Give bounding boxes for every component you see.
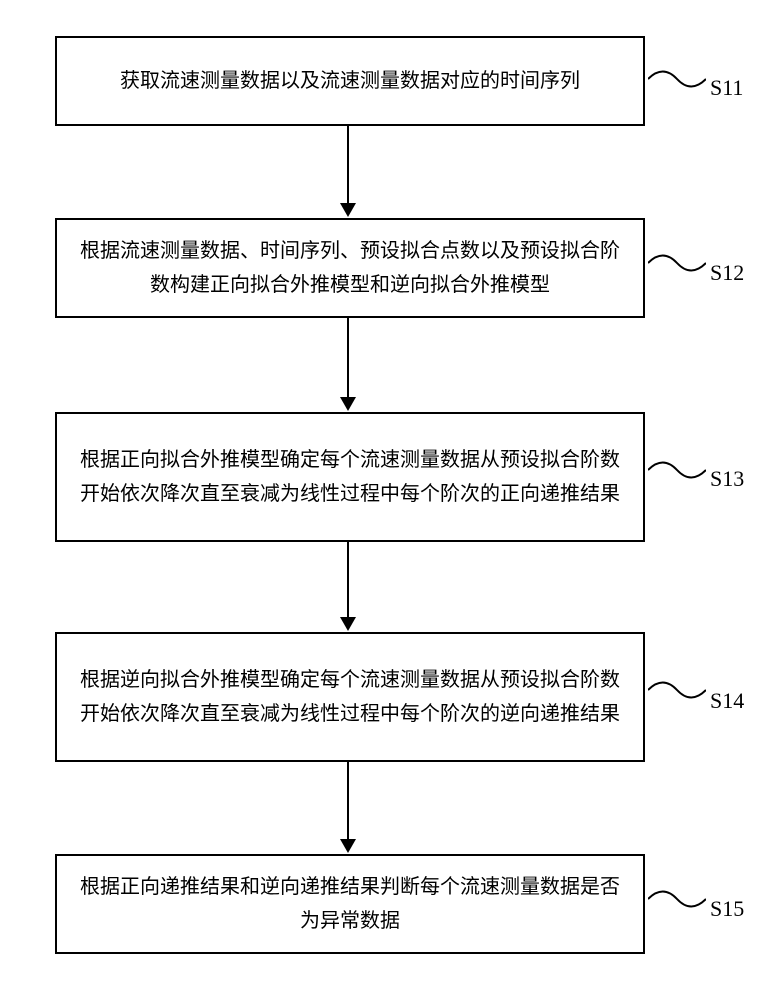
- flowchart-container: 获取流速测量数据以及流速测量数据对应的时间序列 S11 根据流速测量数据、时间序…: [0, 0, 776, 1000]
- step-text: 根据正向递推结果和逆向递推结果判断每个流速测量数据是否为异常数据: [77, 870, 623, 938]
- flowchart-step-s12: 根据流速测量数据、时间序列、预设拟合点数以及预设拟合阶数构建正向拟合外推模型和逆…: [55, 218, 645, 318]
- step-label-s14: S14: [710, 688, 744, 714]
- step-text: 根据逆向拟合外推模型确定每个流速测量数据从预设拟合阶数开始依次降次直至衰减为线性…: [77, 663, 623, 731]
- flowchart-step-s14: 根据逆向拟合外推模型确定每个流速测量数据从预设拟合阶数开始依次降次直至衰减为线性…: [55, 632, 645, 762]
- flowchart-arrow: [340, 762, 356, 853]
- connector-curve: [648, 675, 706, 705]
- flowchart-arrow: [340, 126, 356, 217]
- connector-curve: [648, 64, 706, 94]
- step-label-s12: S12: [710, 260, 744, 286]
- flowchart-arrow: [340, 542, 356, 631]
- flowchart-step-s13: 根据正向拟合外推模型确定每个流速测量数据从预设拟合阶数开始依次降次直至衰减为线性…: [55, 412, 645, 542]
- connector-curve: [648, 884, 706, 914]
- step-label-s13: S13: [710, 466, 744, 492]
- flowchart-step-s11: 获取流速测量数据以及流速测量数据对应的时间序列: [55, 36, 645, 126]
- step-text: 根据流速测量数据、时间序列、预设拟合点数以及预设拟合阶数构建正向拟合外推模型和逆…: [77, 234, 623, 302]
- step-text: 获取流速测量数据以及流速测量数据对应的时间序列: [120, 64, 580, 98]
- connector-curve: [648, 455, 706, 485]
- step-text: 根据正向拟合外推模型确定每个流速测量数据从预设拟合阶数开始依次降次直至衰减为线性…: [77, 443, 623, 511]
- flowchart-step-s15: 根据正向递推结果和逆向递推结果判断每个流速测量数据是否为异常数据: [55, 854, 645, 954]
- step-label-s11: S11: [710, 75, 743, 101]
- step-label-s15: S15: [710, 896, 744, 922]
- connector-curve: [648, 248, 706, 278]
- flowchart-arrow: [340, 318, 356, 411]
